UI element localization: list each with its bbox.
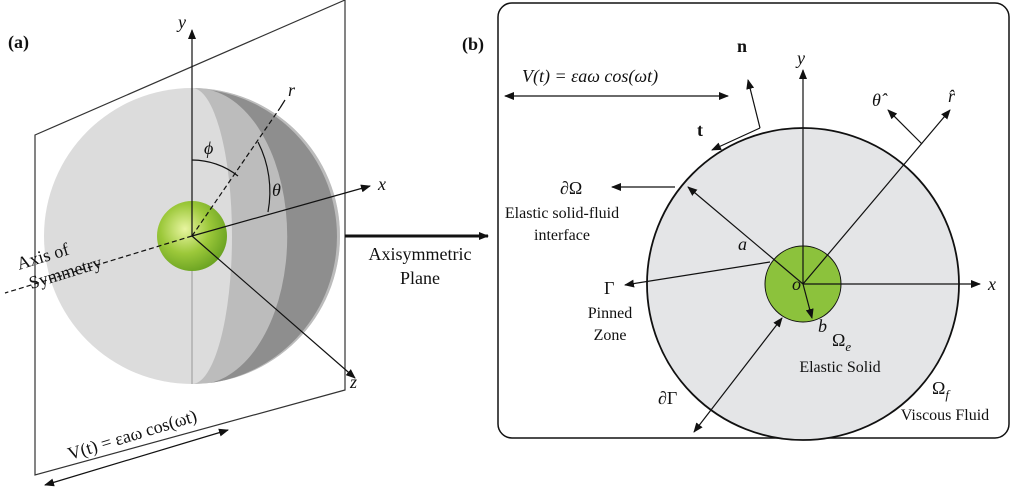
interface-label: interface	[534, 227, 590, 244]
panel-label: (b)	[462, 34, 484, 55]
normal	[746, 79, 761, 129]
subscript: e	[845, 339, 851, 354]
theta-hat	[887, 109, 923, 145]
symbol: Ω	[832, 330, 845, 350]
pinned-label: Zone	[594, 327, 627, 344]
solid-label: Elastic Solid	[799, 359, 880, 376]
interface-symbol: ∂Ω	[560, 178, 582, 198]
radius-a	[687, 186, 804, 285]
fluid-symbol: Ωf	[932, 378, 951, 402]
axis-label: x	[377, 174, 386, 194]
transfer-label: Axisymmetric	[369, 244, 472, 264]
radius-b	[802, 283, 814, 319]
axis-label: r	[288, 80, 296, 100]
axis-label: y	[795, 48, 805, 68]
tangent	[711, 127, 761, 151]
x-axis	[191, 184, 371, 237]
pinned-label: Pinned	[588, 305, 632, 322]
axis-label: r̂	[948, 86, 956, 106]
subscript: f	[945, 387, 951, 402]
boundary-pointer	[693, 317, 783, 433]
transfer-label: Plane	[400, 268, 440, 288]
fluid-label: Viscous Fluid	[901, 407, 989, 424]
r-axis	[279, 99, 286, 109]
symbol: Ω	[932, 378, 945, 398]
angle-label: ϕ	[204, 138, 213, 158]
radius-label: b	[818, 316, 827, 336]
axis-label: z	[349, 372, 357, 392]
interface-label: Elastic solid-fluid	[505, 205, 619, 222]
sphere-shade	[210, 90, 337, 383]
r-hat	[802, 109, 951, 285]
symmetry-axis	[4, 235, 193, 294]
panel-label: (a)	[8, 32, 29, 53]
axis-label: y	[176, 12, 186, 32]
r-dashed	[191, 107, 281, 237]
axis-label: x	[987, 274, 996, 294]
solid-symbol: Ωe	[832, 330, 851, 354]
theta-arc	[257, 141, 271, 213]
tangent-label: t	[697, 120, 703, 140]
panel-b: (b) n t y θ̂ r̂ x V(t) = εaω cos(ωt) ∂Ω …	[462, 2, 1010, 441]
normal-label: n	[737, 36, 747, 56]
pinned-symbol: Γ	[604, 278, 614, 298]
panel-a: (a) y r ϕ θ x z Axis of Symmetry V(t) = …	[4, 0, 386, 487]
z-axis	[191, 235, 356, 379]
boundary-symbol: ∂Γ	[658, 388, 677, 408]
origin-label: o	[792, 274, 801, 294]
phi-arc	[191, 159, 239, 177]
radius-label: a	[738, 234, 747, 254]
pinned-pointer	[624, 261, 771, 288]
velocity-label: V(t) = εaω cos(ωt)	[522, 66, 658, 87]
velocity-arrow	[44, 428, 229, 487]
angle-label: θ	[272, 180, 281, 200]
